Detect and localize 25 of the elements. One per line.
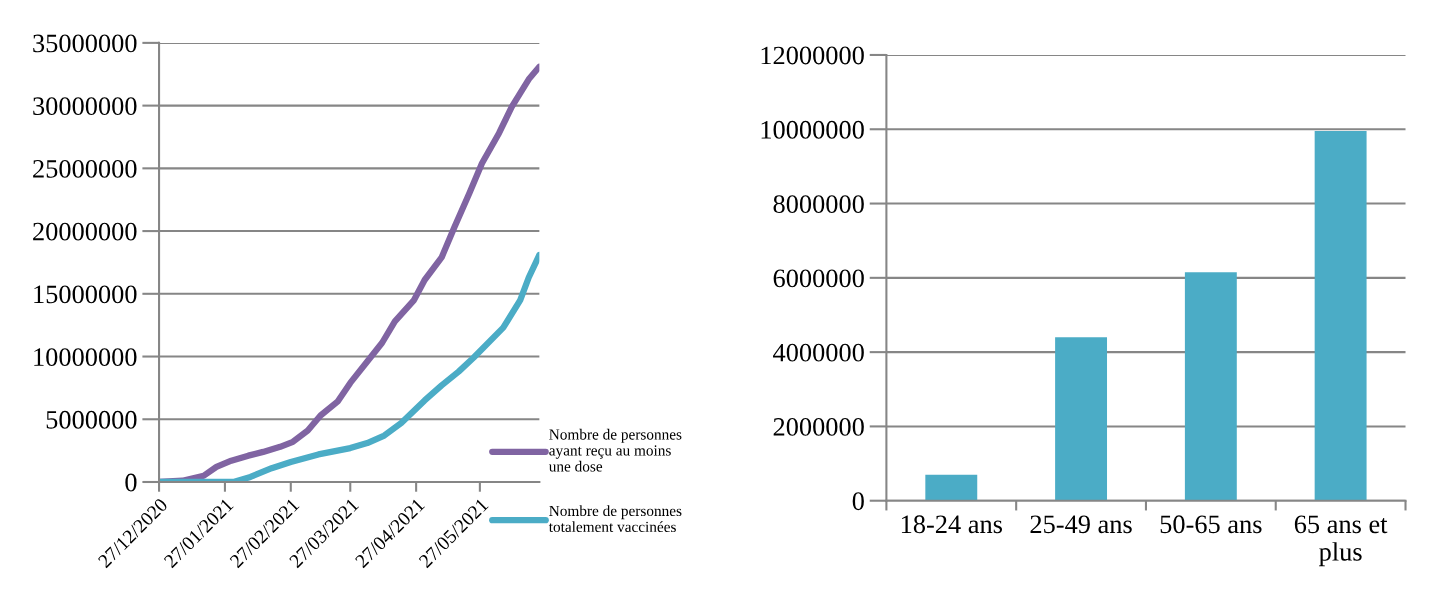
y-tick-label: 8000000 [773,195,864,213]
bar [925,474,978,501]
bar [1055,337,1108,501]
x-tick-label: 18-24 ans [901,515,1002,534]
y-tick-label: 25000000 [33,159,137,178]
legend-label: Nombre de personnes totalement vaccinées [548,505,682,533]
y-tick-label: 20000000 [33,222,137,241]
legend-label: Nombre de personnes ayant reçu au moins une dose [548,428,682,472]
x-tick-label: 25-49 ans [1030,515,1132,534]
bar [1314,131,1367,501]
y-tick-label: 0 [125,473,137,492]
bar [1184,272,1237,501]
y-tick-label: 6000000 [773,269,864,288]
y-tick-label: 5000000 [46,410,137,429]
y-tick-label: 30000000 [33,97,137,116]
y-tick-label: 10000000 [34,348,137,366]
x-tick-label: 65 ans et plus [1294,515,1388,567]
x-tick-label: 50-65 ans [1160,515,1262,534]
y-tick-label: 12000000 [761,46,864,65]
y-tick-label: 4000000 [773,343,864,362]
y-tick-label: 15000000 [34,285,137,304]
y-tick-label: 35000000 [33,34,137,53]
y-tick-label: 10000000 [761,120,864,139]
y-tick-label: 0 [852,492,864,511]
y-tick-label: 2000000 [773,418,864,436]
